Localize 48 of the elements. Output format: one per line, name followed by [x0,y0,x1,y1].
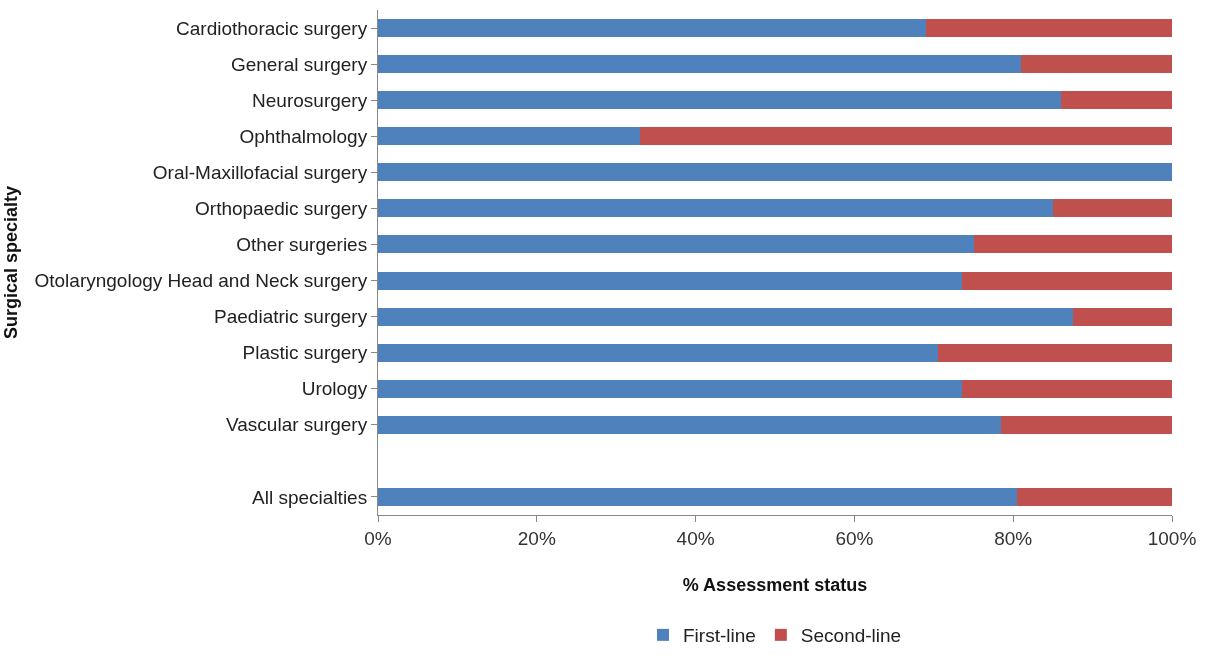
bar [378,343,938,362]
bar [961,271,1172,290]
x-tick-label: 80% [994,527,1033,549]
legend-label: Second-line [800,625,902,647]
x-tick-label: 60% [835,527,874,549]
bar [378,271,962,290]
legend-label: First-line [683,625,756,647]
x-tick-label: 0% [364,527,392,549]
bar [378,235,974,254]
y-tick-label: Plastic surgery [242,342,368,364]
y-tick-label: Otolaryngology Head and Neck surgery [34,270,368,292]
y-tick-label: Urology [301,378,368,400]
x-tick-label: 100% [1147,527,1197,549]
y-tick-label: Other surgeries [236,234,368,256]
bar [973,235,1172,254]
y-axis-title: Surgical specialty [0,185,21,340]
y-tick-label: Orthopaedic surgery [195,198,368,220]
y-tick-label: Oral-Maxillofacial surgery [152,161,368,183]
x-axis-title: % Assessment status [682,574,868,595]
bar [378,307,1073,326]
bar [1052,199,1172,218]
y-tick-label: Ophthalmology [239,125,368,147]
bar [1072,307,1172,326]
bar [378,415,1002,434]
y-tick-label: All specialties [252,486,368,508]
bar [378,163,1172,182]
bar [1017,487,1172,506]
bar [937,343,1172,362]
bar [378,199,1053,218]
x-tick-label: 20% [517,527,556,549]
bar [1021,55,1172,74]
bar [925,19,1172,38]
bar [378,55,1022,74]
bar [378,19,926,38]
y-tick-label: Neurosurgery [252,89,368,111]
x-tick-label: 40% [676,527,715,549]
bar [378,127,641,146]
y-tick-label: Vascular surgery [226,414,368,436]
y-tick-label: General surgery [230,53,368,75]
bar [640,127,1172,146]
bar [961,379,1172,398]
y-tick-label: Paediatric surgery [214,306,368,328]
bar [1060,91,1172,110]
bar [378,91,1061,110]
bar [1001,415,1172,434]
bar [378,379,962,398]
bar [378,487,1018,506]
y-tick-label: Cardiothoracic surgery [176,17,368,39]
